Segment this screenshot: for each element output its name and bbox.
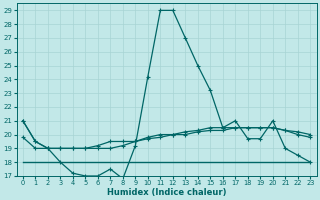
X-axis label: Humidex (Indice chaleur): Humidex (Indice chaleur) bbox=[107, 188, 226, 197]
